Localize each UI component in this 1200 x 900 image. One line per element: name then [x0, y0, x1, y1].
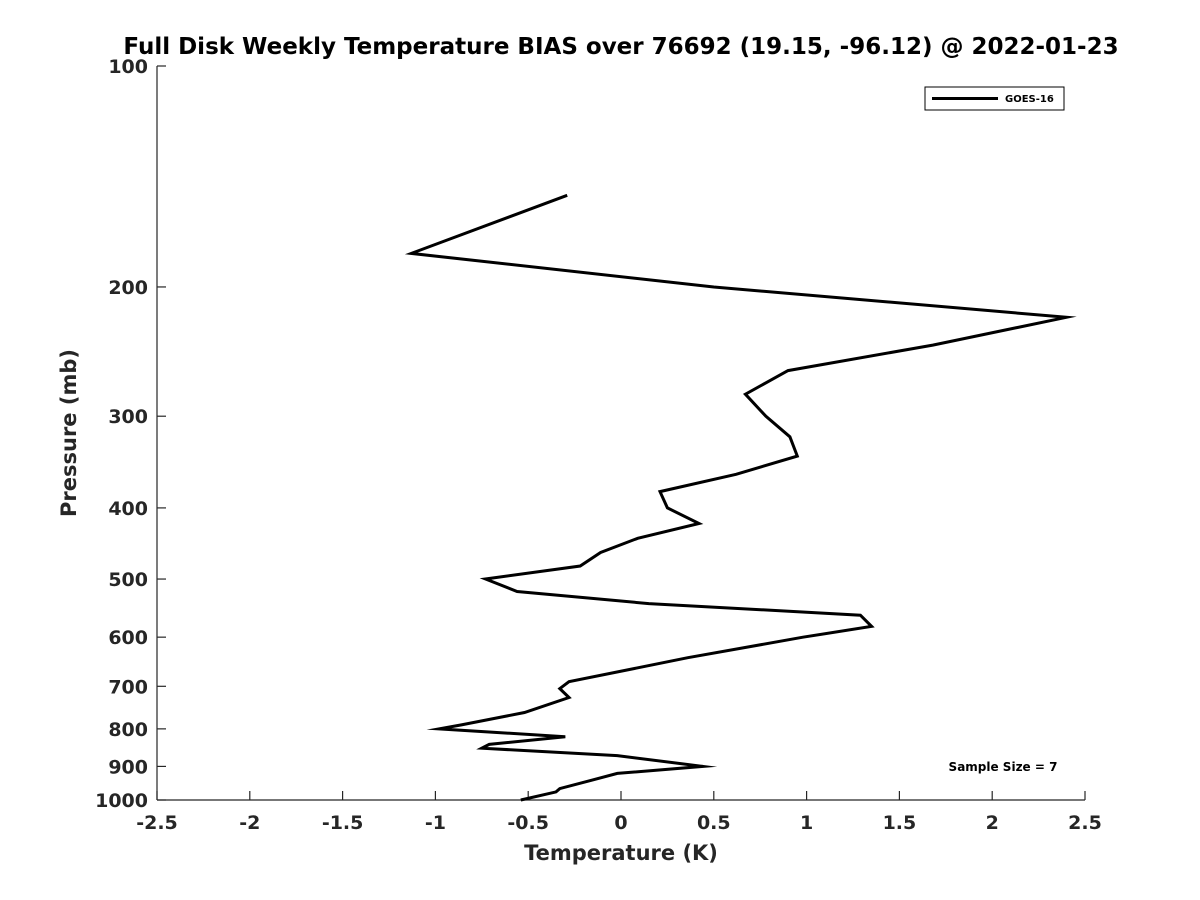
x-axis-ticks: -2.5 -2 -1.5 -1 -0.5 0 0.5 1 1.5 2 2.5: [136, 791, 1102, 834]
x-tick-label: 2.5: [1068, 812, 1102, 834]
x-tick-label: -1: [425, 812, 446, 834]
y-tick-label: 200: [108, 277, 148, 299]
y-tick-label: 800: [108, 719, 148, 741]
y-tick-label: 500: [108, 569, 148, 591]
x-tick-label: -2.5: [136, 812, 178, 834]
y-tick-label: 400: [108, 498, 148, 520]
x-tick-label: 0: [614, 812, 627, 834]
x-tick-label: -1.5: [322, 812, 364, 834]
y-axis-ticks: 100 200 300 400 500 600 700 800 900 1000: [95, 56, 166, 812]
y-tick-label: 600: [108, 627, 148, 649]
y-tick-label: 900: [108, 756, 148, 778]
sample-size-annotation: Sample Size = 7: [949, 760, 1058, 774]
y-tick-label: 100: [108, 56, 148, 78]
series-line-goes16: [404, 193, 1077, 802]
x-tick-label: 1.5: [883, 812, 917, 834]
series-group: [404, 193, 1077, 802]
y-tick-label: 300: [108, 406, 148, 428]
chart-title: Full Disk Weekly Temperature BIAS over 7…: [123, 34, 1118, 60]
x-tick-label: -2: [239, 812, 260, 834]
y-axis-label: Pressure (mb): [57, 349, 81, 517]
y-tick-label: 700: [108, 676, 148, 698]
y-tick-label: 1000: [95, 790, 148, 812]
x-tick-label: -0.5: [507, 812, 549, 834]
legend: GOES-16: [924, 86, 1065, 111]
x-tick-label: 1: [800, 812, 813, 834]
x-axis-label: Temperature (K): [524, 841, 718, 865]
x-tick-label: 0.5: [697, 812, 731, 834]
legend-entry-goes16: GOES-16: [1005, 94, 1054, 105]
x-tick-label: 2: [986, 812, 999, 834]
